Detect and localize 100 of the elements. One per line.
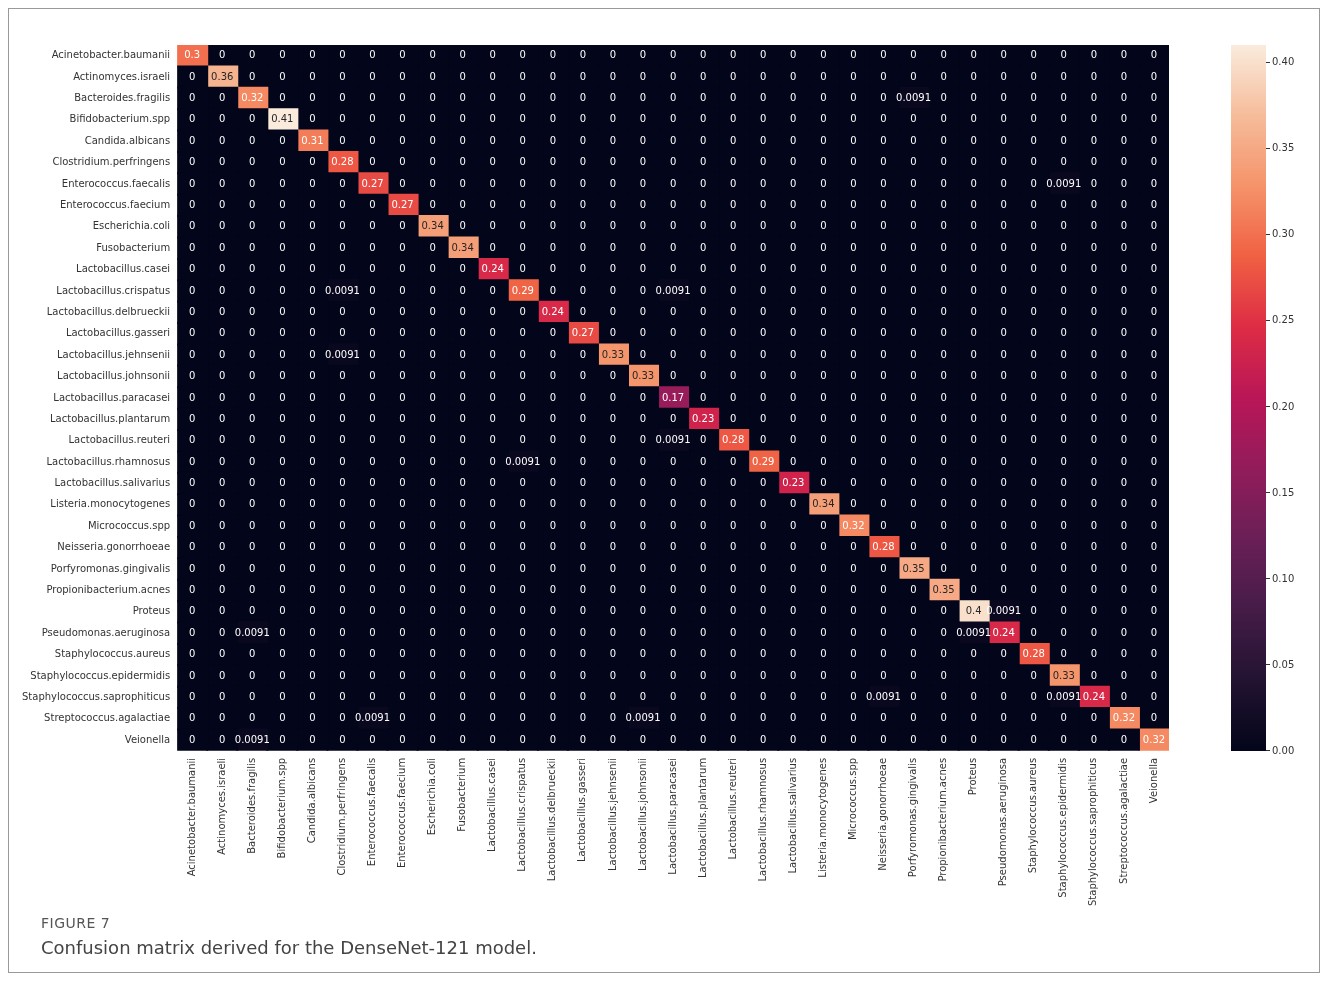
data-label: 0 (1000, 712, 1007, 724)
data-label: 0 (1000, 434, 1007, 446)
data-label: 0 (1060, 348, 1067, 360)
data-label: 0 (850, 284, 857, 296)
data-label: 0 (1090, 477, 1098, 489)
data-label: 0 (309, 391, 316, 403)
data-label: 0 (1120, 199, 1128, 211)
data-label: 0 (1120, 648, 1128, 660)
data-label: 0 (549, 391, 557, 403)
data-label: 0 (609, 626, 617, 638)
x-tick-label: Fusobacterium (456, 757, 468, 832)
data-label: 0 (339, 49, 346, 61)
data-label: 0 (579, 541, 587, 553)
data-label: 0 (1150, 305, 1158, 317)
data-label: 0 (970, 519, 977, 531)
data-label: 0.27 (571, 327, 595, 339)
data-label: 0 (579, 477, 587, 489)
data-label: 0 (249, 263, 256, 275)
data-label: 0 (639, 220, 647, 232)
data-label: 0 (1090, 156, 1098, 168)
data-label: 0 (1120, 263, 1128, 275)
data-label: 0 (760, 712, 767, 724)
data-label: 0 (519, 199, 526, 211)
data-label: 0 (639, 541, 647, 553)
data-label: 0 (549, 70, 557, 82)
data-label: 0 (760, 562, 767, 574)
data-label: 0 (1090, 455, 1098, 467)
data-label: 0 (1150, 156, 1158, 168)
data-label: 0 (459, 519, 466, 531)
data-label: 0 (609, 156, 617, 168)
data-label: 0 (820, 434, 827, 446)
data-label: 0 (669, 648, 677, 660)
data-label: 0 (399, 327, 406, 339)
data-label: 0 (339, 541, 346, 553)
data-label: 0 (970, 348, 977, 360)
data-label: 0 (820, 348, 827, 360)
data-label: 0.29 (511, 284, 534, 296)
data-label: 0 (579, 562, 587, 574)
data-label: 0 (339, 177, 346, 189)
data-label: 0.24 (992, 626, 1015, 638)
y-tick-label: Lactobacillus.gasseri (65, 327, 171, 339)
data-label: 0 (1060, 562, 1067, 574)
data-label: 0 (399, 134, 406, 146)
data-label: 0 (369, 455, 376, 467)
data-label: 0 (699, 733, 707, 745)
y-tick-label: Veionella (124, 733, 171, 745)
data-label: 0 (760, 199, 767, 211)
data-label: 0 (940, 605, 947, 617)
data-label: 0 (519, 712, 526, 724)
data-label: 0 (579, 584, 587, 596)
data-label: 0 (880, 434, 887, 446)
data-label: 0 (429, 391, 436, 403)
data-label: 0 (699, 241, 707, 253)
data-label: 0 (940, 498, 947, 510)
data-label: 0 (309, 284, 316, 296)
data-label: 0 (219, 605, 226, 617)
data-label: 0 (1030, 177, 1037, 189)
data-label: 0 (429, 370, 436, 382)
data-label: 0 (1150, 648, 1158, 660)
data-label: 0 (249, 669, 256, 681)
data-label: 0 (730, 605, 737, 617)
data-label: 0 (339, 562, 346, 574)
data-label: 0 (669, 199, 677, 211)
data-label: 0 (249, 434, 256, 446)
data-label: 0 (219, 92, 226, 104)
data-label: 0 (429, 690, 436, 702)
data-label: 0 (1000, 134, 1007, 146)
data-label: 0 (850, 733, 857, 745)
data-label: 0 (399, 49, 406, 61)
data-label: 0 (339, 626, 346, 638)
data-label: 0 (609, 327, 617, 339)
data-label: 0 (760, 305, 767, 317)
data-label: 0 (790, 199, 797, 211)
data-label: 0 (219, 498, 226, 510)
x-tick-label: Porfyromonas.gingivalis (907, 757, 919, 878)
data-label: 0 (249, 177, 256, 189)
data-label: 0 (699, 648, 707, 660)
data-label: 0 (188, 370, 196, 382)
data-label: 0 (699, 541, 707, 553)
data-label: 0 (519, 434, 526, 446)
data-label: 0 (639, 626, 647, 638)
color-bar-label: 0.15 (1272, 485, 1295, 500)
data-label: 0 (609, 412, 617, 424)
data-label: 0 (399, 391, 406, 403)
data-label: 0 (1150, 584, 1158, 596)
data-label: 0 (730, 626, 737, 638)
data-label: 0 (579, 220, 587, 232)
y-tick-label: Acinetobacter.baumanii (51, 49, 171, 61)
data-label: 0 (219, 284, 226, 296)
data-label: 0 (279, 156, 286, 168)
data-label: 0 (339, 305, 346, 317)
data-label: 0 (219, 455, 226, 467)
data-label: 0 (970, 49, 977, 61)
data-label: 0 (669, 327, 677, 339)
data-label: 0 (489, 199, 496, 211)
data-label: 0 (730, 327, 737, 339)
data-label: 0 (970, 70, 977, 82)
x-tick-label: Lactobacillus.reuteri (726, 757, 738, 860)
data-label: 0 (1000, 305, 1007, 317)
data-label: 0 (429, 648, 436, 660)
